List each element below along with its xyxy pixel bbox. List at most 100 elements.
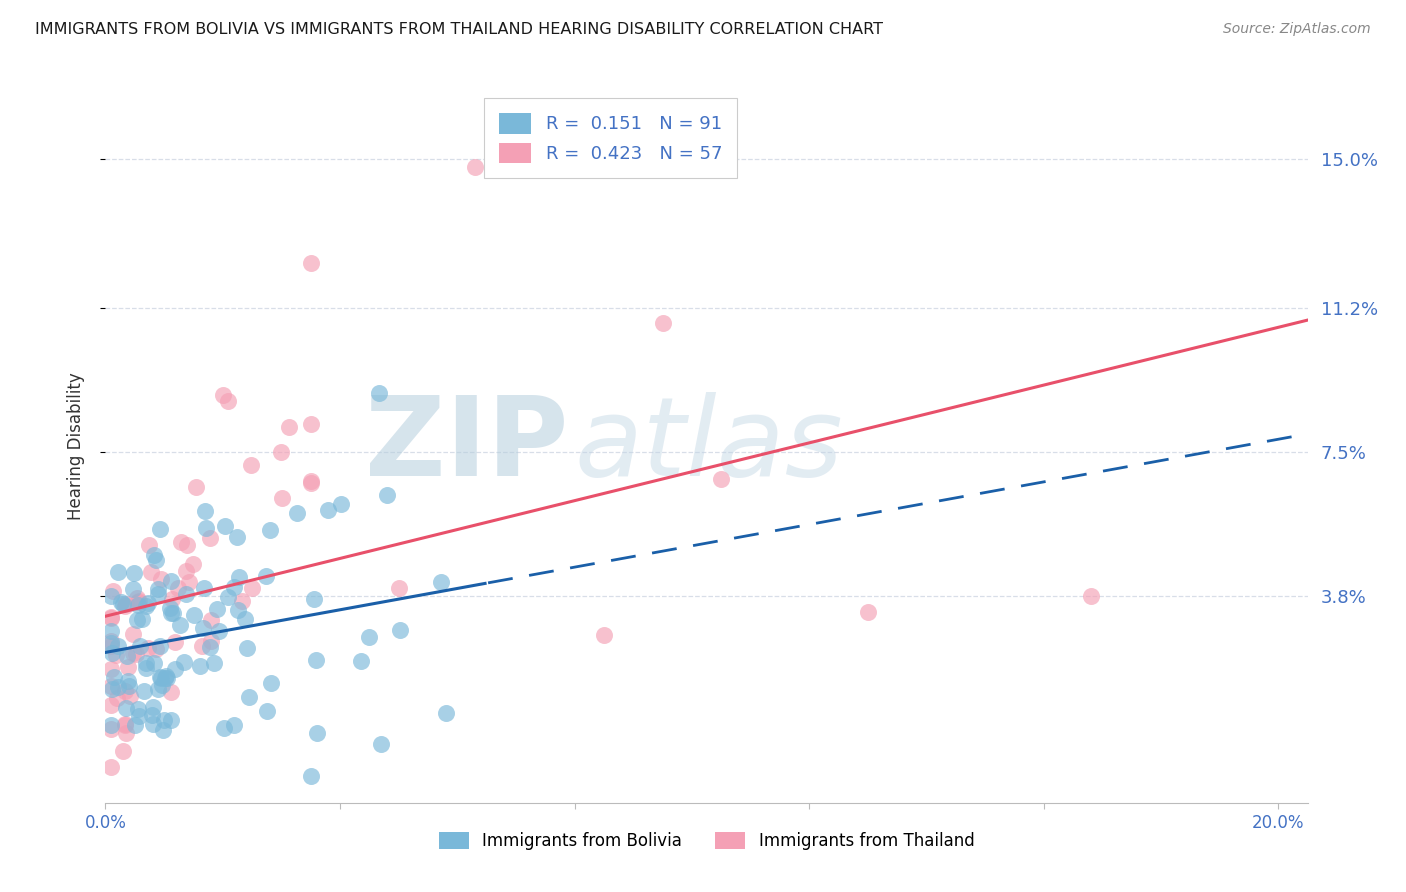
Point <box>100 609 122 624</box>
Point <box>122 646 145 660</box>
Y-axis label: Hearing Disability: Hearing Disability <box>66 372 84 520</box>
Point <box>181 557 204 571</box>
Point <box>153 671 176 685</box>
Point <box>121 626 143 640</box>
Point <box>159 574 181 589</box>
Text: ZIP: ZIP <box>366 392 568 500</box>
Point <box>173 655 195 669</box>
Point <box>100 633 122 648</box>
Point <box>160 591 183 606</box>
Point <box>100 680 122 694</box>
Point <box>183 607 205 622</box>
Point <box>184 480 207 494</box>
Point <box>104 648 127 662</box>
Point <box>146 582 169 596</box>
Point <box>131 612 153 626</box>
Point <box>159 606 181 620</box>
Point <box>214 721 236 735</box>
Point <box>370 737 392 751</box>
Point <box>149 670 172 684</box>
Point <box>235 612 257 626</box>
Point <box>150 572 173 586</box>
Point <box>305 653 328 667</box>
Point <box>165 662 187 676</box>
Point <box>135 661 157 675</box>
Point <box>152 723 174 737</box>
Point <box>299 475 322 490</box>
Point <box>115 597 138 611</box>
Point <box>207 624 229 638</box>
Point <box>127 595 149 609</box>
Point <box>226 603 249 617</box>
Point <box>101 681 124 696</box>
Point <box>231 593 253 607</box>
Point <box>100 624 122 638</box>
Point <box>129 640 152 654</box>
Point <box>287 506 309 520</box>
Point <box>156 671 179 685</box>
Point <box>191 621 214 635</box>
Point <box>149 640 172 654</box>
Point <box>114 599 136 613</box>
Point <box>174 564 197 578</box>
Point <box>111 744 134 758</box>
Point <box>145 642 167 657</box>
Point <box>217 590 239 604</box>
Point <box>136 595 159 609</box>
Point <box>135 657 157 671</box>
Point <box>316 503 339 517</box>
Point <box>100 635 122 649</box>
Point <box>110 594 132 608</box>
Point <box>169 535 191 549</box>
Point <box>145 552 167 566</box>
Point <box>101 646 124 660</box>
Point <box>368 386 391 401</box>
Point <box>205 602 228 616</box>
Point <box>299 256 322 270</box>
Point <box>100 759 122 773</box>
Point <box>153 713 176 727</box>
Point <box>122 566 145 581</box>
Point <box>651 316 673 330</box>
Point <box>1080 589 1102 603</box>
Point <box>217 394 239 409</box>
Point <box>100 698 122 713</box>
Point <box>228 570 250 584</box>
Point <box>100 611 122 625</box>
Legend: Immigrants from Bolivia, Immigrants from Thailand: Immigrants from Bolivia, Immigrants from… <box>430 824 983 859</box>
Point <box>138 538 160 552</box>
Point <box>128 708 150 723</box>
Point <box>142 548 165 562</box>
Point <box>107 640 129 654</box>
Point <box>176 538 198 552</box>
Point <box>120 689 142 703</box>
Point <box>100 722 122 736</box>
Point <box>202 656 225 670</box>
Text: IMMIGRANTS FROM BOLIVIA VS IMMIGRANTS FROM THAILAND HEARING DISABILITY CORRELATI: IMMIGRANTS FROM BOLIVIA VS IMMIGRANTS FR… <box>35 22 883 37</box>
Point <box>238 690 260 705</box>
Point <box>593 628 616 642</box>
Point <box>375 488 398 502</box>
Point <box>159 713 181 727</box>
Point <box>188 659 211 673</box>
Point <box>142 717 165 731</box>
Point <box>195 521 218 535</box>
Point <box>430 574 453 589</box>
Point <box>103 670 125 684</box>
Point <box>141 708 163 723</box>
Point <box>149 671 172 685</box>
Point <box>124 647 146 661</box>
Point <box>100 718 122 732</box>
Point <box>100 589 122 603</box>
Point <box>127 702 149 716</box>
Point <box>169 618 191 632</box>
Point <box>240 582 263 596</box>
Point <box>114 716 136 731</box>
Point <box>128 594 150 608</box>
Point <box>200 633 222 648</box>
Point <box>214 519 236 533</box>
Point <box>200 640 222 654</box>
Point <box>134 599 156 613</box>
Point <box>150 678 173 692</box>
Point <box>159 601 181 615</box>
